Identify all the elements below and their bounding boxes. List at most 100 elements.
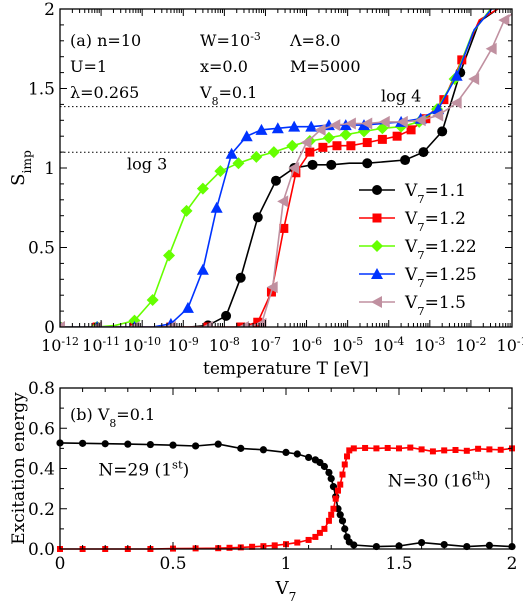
data-point-b-n30 [346,447,353,454]
data-point-b-n29 [336,511,344,519]
parameter-text-a-part: Λ=8.0 [289,31,340,50]
y-tick-label-b: 0.0 [28,540,55,560]
data-point-a-5 [498,14,510,27]
data-point-a-5 [396,115,408,128]
y-tick-label-b: 0.4 [28,460,55,480]
data-point-b-n30 [305,536,312,543]
data-point-b-n29 [418,538,426,547]
data-point-b-n30 [373,445,380,452]
data-point-b-n30 [486,446,493,453]
data-point-a-1 [400,155,411,166]
data-point-a-4 [225,147,238,159]
reference-label-log3: log 3 [127,154,167,173]
parameter-text-a-part: V [199,83,212,102]
data-point-a-2 [377,134,387,144]
data-point-b-n29 [320,462,329,471]
legend-label-4-part: =1.25 [425,265,477,285]
x-tick-label-b: 1.5 [385,554,412,574]
y-axis-label-b: Excitation energy [9,392,29,545]
x-tick-label-a-part: -3 [435,335,446,348]
x-tick-label-a-part: -7 [270,335,281,348]
x-tick-label-a: 10-2 [455,335,486,356]
legend-label-2-part: 7 [417,220,424,234]
data-point-b-n29 [327,474,335,483]
label-n29-part: st [172,458,183,472]
x-tick-label-a-part: 10 [455,336,475,355]
data-point-a-5 [414,114,426,127]
data-point-a-5 [128,321,140,327]
data-point-b-n30 [321,525,328,532]
parameter-text-a-part: W=10 [200,31,250,50]
data-point-a-5 [277,195,289,208]
data-point-b-n30 [332,495,339,502]
series-group-b [56,439,516,552]
x-tick-label-a-part: -10 [144,335,162,348]
data-point-a-3 [339,128,352,141]
parameter-text-a: (a) n=10 [70,31,141,50]
x-tick-label-a: 10-10 [123,335,161,356]
data-point-a-5 [432,109,444,122]
x-tick-label-a-part: 10 [250,336,270,355]
y-tick-label-b: 0.2 [28,500,55,520]
x-tick-label-a: 10-8 [209,335,240,356]
y-axis-label-a-part: S [8,174,29,186]
data-point-b-n30 [452,446,459,453]
parameter-text-a-part: x=0.0 [200,57,248,76]
data-point-a-5 [60,321,65,327]
parameter-text-a: V8=0.1 [199,83,257,108]
data-point-a-3 [180,204,193,217]
x-tick-label-a-part: 10 [332,336,352,355]
x-axis-label-b-part: 7 [289,590,297,604]
x-tick-label-a: 10-12 [41,335,79,356]
data-point-a-2 [346,141,356,151]
data-point-a-3 [232,157,245,170]
x-tick-label-a: 10-4 [373,335,404,356]
parameter-text-a-part: 8 [212,95,219,108]
legend-label-4-part: V [404,265,418,285]
data-point-b-n30 [418,446,425,453]
data-point-a-5 [468,72,480,85]
parameter-text-a: Λ=8.0 [289,31,340,50]
data-point-a-2 [332,141,342,151]
data-point-a-4 [288,120,301,132]
x-tick-label-a-part: -2 [476,335,487,348]
data-point-a-2 [362,138,372,148]
data-point-b-n30 [341,461,348,468]
data-point-b-n30 [337,481,344,488]
legend-label-2-part: V [404,209,418,229]
legend-label-1-part: 7 [417,192,424,206]
x-tick-label-a-part: -6 [311,335,322,348]
y-tick-label-b: 0.8 [28,379,55,399]
data-point-b-n30 [328,511,335,518]
data-point-b-n30 [384,444,391,451]
legend-label-2: V7=1.2 [404,209,466,234]
data-point-b-n30 [441,447,448,454]
x-tick-label-a-part: -8 [229,335,240,348]
data-point-b-n29 [440,540,448,549]
legend-label-3-part: =1.22 [425,237,477,257]
label-n30-part: N=30 (16 [388,472,472,492]
label-n29-part: N=29 (1 [98,461,172,481]
x-tick-label-a-part: 10 [373,336,393,355]
x-tick-label-a-part: 10 [168,336,188,355]
x-tick-label-a-part: 10 [414,336,434,355]
x-tick-label-a: 10-5 [332,335,363,356]
data-point-b-n30 [312,533,319,540]
data-point-a-4 [305,120,318,132]
data-point-a-2 [236,322,246,327]
x-tick-label-a-part: 10 [497,336,517,355]
data-point-a-1 [307,159,318,170]
x-tick-label-a: 10-6 [291,335,322,356]
y-axis-label-a-part: imp [20,150,34,174]
data-point-b-n30 [294,539,301,546]
data-point-b-n29 [101,440,109,448]
legend-marker-3 [371,240,383,252]
x-tick-label-a-part: 10 [209,336,229,355]
x-tick-label-a-part: -12 [61,335,79,348]
x-tick-label-b: 1 [281,554,292,574]
legend-label-3: V7=1.22 [404,237,477,262]
data-point-b-n29 [259,446,267,454]
data-point-a-2 [305,147,315,157]
